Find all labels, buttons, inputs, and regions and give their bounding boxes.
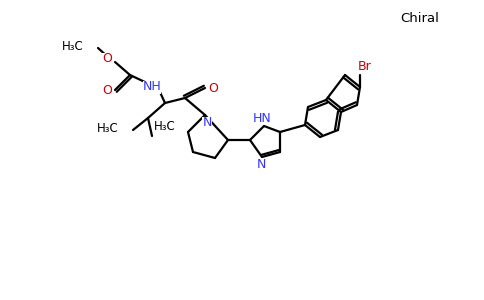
Text: H₃C: H₃C: [62, 40, 84, 52]
Text: Chiral: Chiral: [400, 11, 439, 25]
Text: O: O: [102, 85, 112, 98]
Text: O: O: [102, 52, 112, 65]
Text: N: N: [202, 116, 212, 130]
Text: O: O: [208, 82, 218, 94]
Text: HN: HN: [253, 112, 272, 124]
Text: H₃C: H₃C: [97, 122, 119, 134]
Text: Br: Br: [358, 61, 372, 74]
Text: NH: NH: [143, 80, 161, 94]
Text: N: N: [257, 158, 266, 170]
Text: H₃C: H₃C: [154, 121, 176, 134]
